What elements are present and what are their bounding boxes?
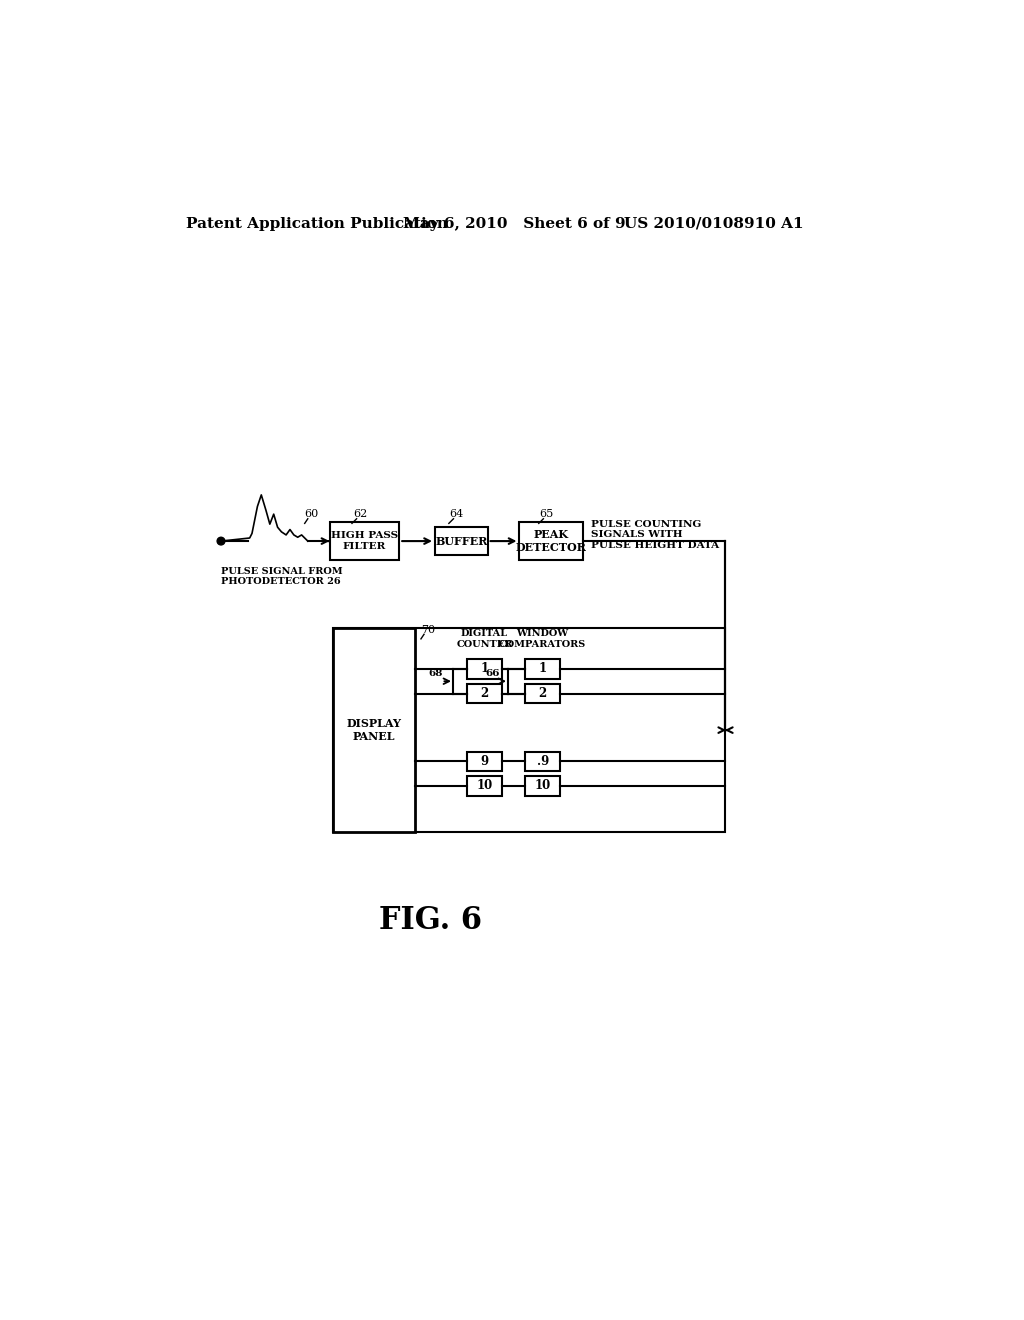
- Bar: [519, 521, 583, 561]
- Text: 1: 1: [539, 663, 547, 676]
- Bar: [467, 684, 502, 704]
- Text: 66: 66: [485, 669, 500, 678]
- Text: FIG. 6: FIG. 6: [379, 906, 481, 936]
- Text: US 2010/0108910 A1: US 2010/0108910 A1: [624, 216, 804, 231]
- Text: 60: 60: [305, 510, 318, 519]
- Text: PEAK
DETECTOR: PEAK DETECTOR: [516, 529, 587, 553]
- Bar: [525, 776, 560, 796]
- Bar: [467, 751, 502, 771]
- Bar: [467, 659, 502, 678]
- Text: 1: 1: [480, 663, 488, 676]
- Text: PULSE SIGNAL FROM
PHOTODETECTOR 26: PULSE SIGNAL FROM PHOTODETECTOR 26: [221, 566, 343, 586]
- Text: 62: 62: [352, 510, 367, 519]
- Bar: [334, 628, 415, 832]
- Text: PULSE COUNTING
SIGNALS WITH
PULSE HEIGHT DATA: PULSE COUNTING SIGNALS WITH PULSE HEIGHT…: [592, 520, 720, 550]
- Text: 68: 68: [428, 669, 442, 678]
- Bar: [467, 776, 502, 796]
- Text: 2: 2: [480, 686, 488, 700]
- Bar: [334, 628, 725, 832]
- Text: 10: 10: [535, 779, 551, 792]
- Text: WINDOW
COMPARATORS: WINDOW COMPARATORS: [499, 630, 587, 649]
- Text: DISPLAY
PANEL: DISPLAY PANEL: [346, 718, 401, 742]
- Text: HIGH PASS
FILTER: HIGH PASS FILTER: [331, 532, 398, 550]
- Bar: [525, 659, 560, 678]
- Bar: [330, 521, 399, 561]
- Text: Patent Application Publication: Patent Application Publication: [186, 216, 449, 231]
- Text: 64: 64: [450, 510, 464, 519]
- Text: 9: 9: [480, 755, 488, 768]
- Bar: [435, 527, 487, 554]
- Text: BUFFER: BUFFER: [435, 536, 487, 546]
- Text: 70: 70: [421, 624, 435, 635]
- Text: 2: 2: [539, 686, 547, 700]
- Text: DIGITAL
COUNTER: DIGITAL COUNTER: [457, 630, 513, 649]
- Text: 10: 10: [476, 779, 493, 792]
- Bar: [525, 684, 560, 704]
- Circle shape: [217, 537, 225, 545]
- Text: May 6, 2010   Sheet 6 of 9: May 6, 2010 Sheet 6 of 9: [403, 216, 626, 231]
- Text: 65: 65: [540, 510, 554, 519]
- Bar: [525, 751, 560, 771]
- Text: .9: .9: [537, 755, 549, 768]
